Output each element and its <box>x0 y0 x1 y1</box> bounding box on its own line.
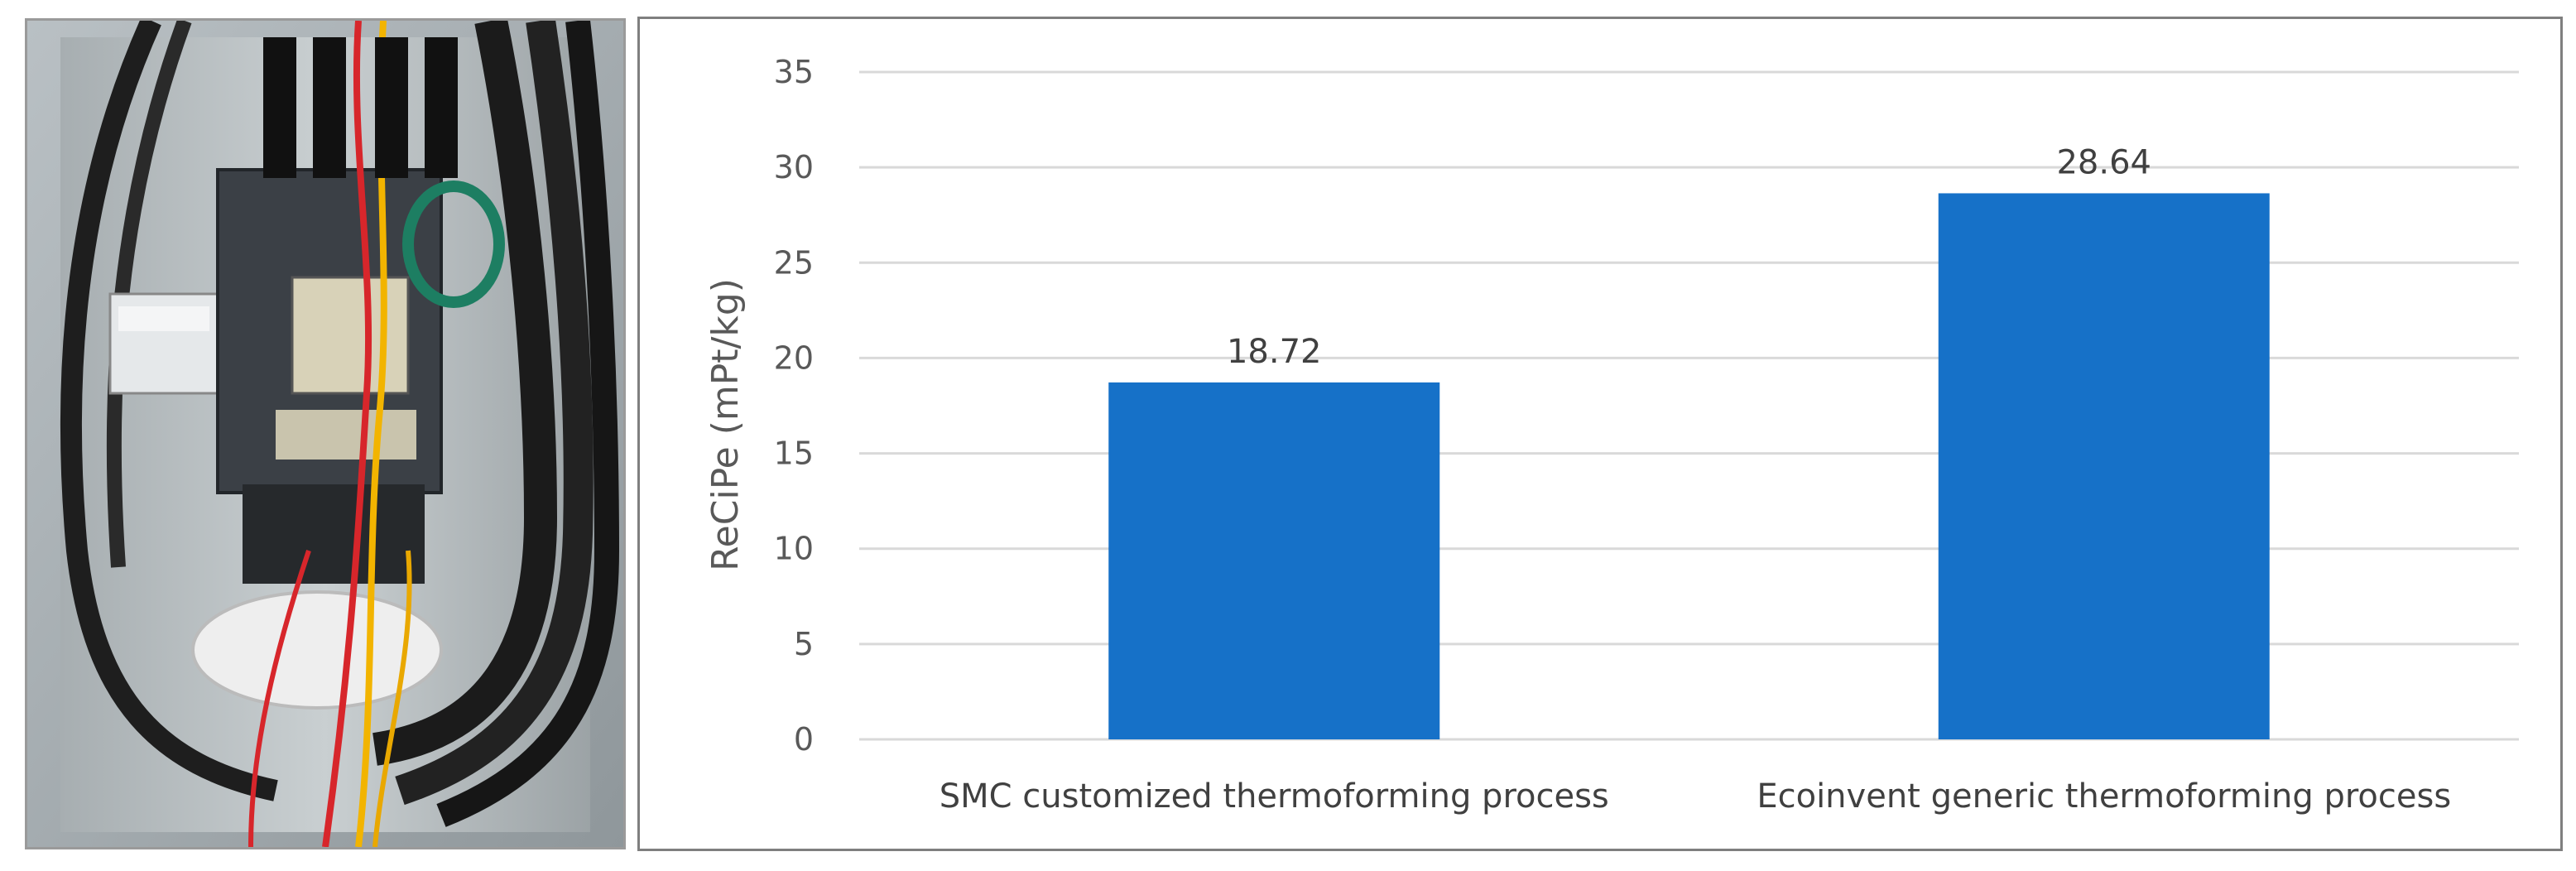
gridlines <box>859 70 2519 741</box>
labels: 0 5 10 15 20 25 30 35 18.72 SMC customized thermo… <box>774 54 2452 816</box>
electrical-cabinet-photo <box>25 18 626 849</box>
x-category-label: Ecoinvent generic thermoforming process <box>1757 777 2451 816</box>
y-tick-label: 5 <box>794 626 814 662</box>
bars <box>1108 193 2270 739</box>
y-tick-label: 0 <box>794 721 814 758</box>
y-tick-label: 20 <box>774 339 814 376</box>
y-tick-label: 10 <box>774 531 814 567</box>
x-category-label: SMC customized thermoforming process <box>940 777 1609 816</box>
y-tick-label: 25 <box>774 244 814 281</box>
bar-chart-panel: 0 5 10 15 20 25 30 35 18.72 SMC customized thermo… <box>637 17 2563 851</box>
bar-chart: 0 5 10 15 20 25 30 35 18.72 SMC customized thermo… <box>704 54 2519 816</box>
bar-value-label: 28.64 <box>2056 143 2151 181</box>
y-tick-label: 30 <box>774 149 814 185</box>
photo-illustration <box>27 21 623 847</box>
bar-1 <box>1108 382 1440 739</box>
bar-value-label: 18.72 <box>1227 333 1322 371</box>
bar-2 <box>1938 193 2270 739</box>
y-axis-title: ReCiPe (mPt/kg) <box>704 278 747 571</box>
y-tick-label: 15 <box>774 435 814 472</box>
y-tick-label: 35 <box>774 54 814 90</box>
